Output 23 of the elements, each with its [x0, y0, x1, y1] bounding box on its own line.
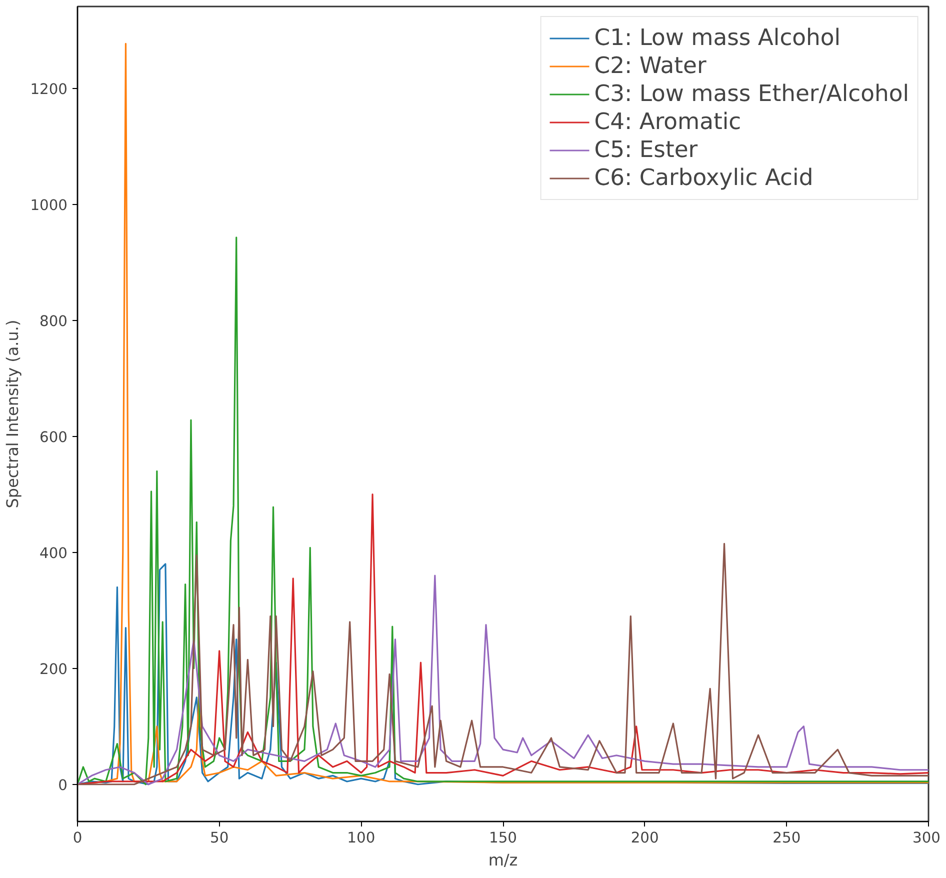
legend-label: C6: Carboxylic Acid	[594, 165, 814, 191]
x-tick-label: 100	[347, 830, 376, 846]
y-tick-label: 400	[40, 544, 68, 562]
y-tick-label: 1000	[30, 196, 68, 214]
y-tick-label: 1200	[30, 80, 68, 98]
x-axis-title: m/z	[488, 850, 518, 870]
legend-label: C2: Water	[594, 53, 706, 79]
x-tick-label: 150	[489, 830, 517, 846]
legend-label: C3: Low mass Ether/Alcohol	[594, 81, 909, 107]
y-tick-label: 200	[40, 660, 68, 678]
y-tick-label: 0	[58, 776, 68, 794]
y-tick-label: 600	[40, 428, 68, 446]
x-tick-label: 300	[912, 830, 941, 846]
legend-label: C5: Ester	[594, 137, 698, 163]
line-series	[78, 236, 928, 786]
y-axis-title: Spectral Intensity (a.u.)	[3, 320, 22, 508]
legend-label: C4: Aromatic	[594, 109, 742, 135]
y-tick-label: 800	[40, 312, 68, 330]
x-tick-label: 250	[772, 830, 801, 846]
x-tick-label: 0	[72, 830, 82, 846]
legend-label: C1: Low mass Alcohol	[594, 25, 841, 51]
x-tick-label: 50	[210, 830, 229, 846]
x-tick-label: 200	[630, 830, 659, 846]
